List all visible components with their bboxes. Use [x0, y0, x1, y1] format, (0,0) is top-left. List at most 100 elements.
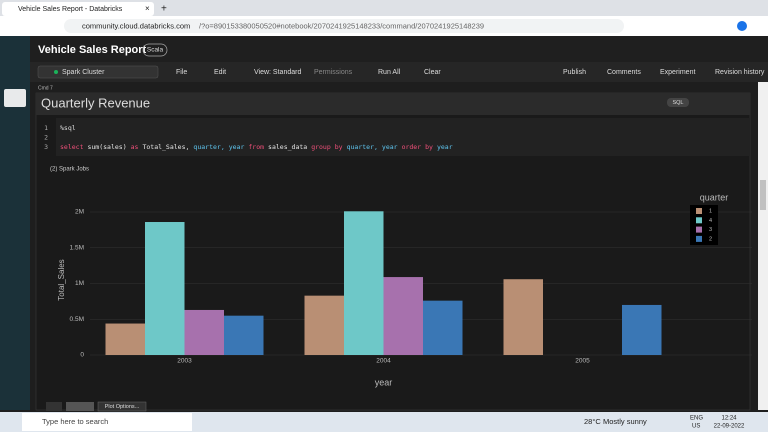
cluster-select[interactable]: [37, 65, 159, 79]
table-button[interactable]: [46, 402, 62, 411]
code-token: year: [382, 143, 398, 151]
cell-label: Cmd 7: [38, 85, 53, 91]
y-tick-label: 0.5M: [70, 316, 84, 323]
cell-lang: SQL: [672, 100, 683, 106]
weather: Mostly sunny: [603, 417, 647, 426]
scrollbar[interactable]: [758, 82, 768, 410]
profile[interactable]: [737, 21, 747, 31]
line-number: 3: [44, 143, 48, 151]
tab-strip: [0, 0, 768, 16]
code-token: by: [335, 143, 343, 151]
line-number: 2: [44, 134, 48, 142]
code-token: quarter,: [347, 143, 378, 151]
bar: [224, 315, 264, 355]
code-token: select: [60, 143, 84, 151]
y-axis-title: Total_Sales: [57, 259, 66, 300]
line-number: 1: [44, 124, 48, 132]
code-token: year: [437, 143, 453, 151]
search: Type here to search: [42, 417, 108, 426]
action-item[interactable]: Experiment: [660, 69, 695, 76]
menu-item[interactable]: Edit: [214, 69, 226, 76]
menu-item[interactable]: View: Standard: [254, 69, 301, 76]
address-bar[interactable]: [64, 19, 624, 33]
menu-item[interactable]: Permissions: [314, 69, 353, 76]
code-token: year: [229, 143, 245, 151]
time: 12:24: [721, 416, 737, 422]
spark-jobs[interactable]: (2) Spark Jobs: [50, 167, 89, 173]
code-editor[interactable]: [56, 118, 750, 156]
cell-title: Quarterly Revenue: [41, 95, 150, 110]
y-tick-label: 0: [80, 352, 84, 359]
tab-close[interactable]: ×: [145, 4, 150, 13]
legend-label[interactable]: 1: [709, 208, 712, 214]
menu-item[interactable]: Clear: [424, 69, 441, 76]
bar: [145, 222, 185, 355]
bar: [503, 279, 543, 355]
scroll-thumb[interactable]: [760, 180, 766, 210]
y-tick-label: 2M: [75, 209, 84, 216]
bar: [423, 300, 463, 355]
app-header: [0, 36, 768, 62]
region: US: [692, 424, 700, 430]
temperature: 28°C: [584, 417, 601, 426]
tab-title: Vehicle Sales Report - Databricks: [18, 6, 123, 13]
code-token: sales_data: [268, 143, 307, 151]
y-tick-label: 1.5M: [70, 244, 84, 251]
legend-label[interactable]: 3: [709, 227, 712, 233]
cluster-status: [54, 70, 58, 74]
date: 22-09-2022: [714, 424, 745, 430]
menu-item[interactable]: Run All: [378, 69, 401, 76]
tab[interactable]: [2, 2, 154, 16]
x-tick-label: 2005: [575, 358, 590, 365]
code-token: from: [248, 143, 264, 151]
legend-title: quarter: [700, 192, 729, 202]
x-tick-label: 2003: [177, 358, 192, 365]
code-token: quarter,: [193, 143, 224, 151]
chart-button[interactable]: [66, 402, 94, 411]
notebook-title: Vehicle Sales Report: [38, 44, 147, 56]
bar: [622, 304, 662, 355]
lang: ENG: [690, 416, 703, 422]
action-item[interactable]: Revision history: [715, 69, 765, 76]
menu: File Edit View: Standard Permissions Run All…: [176, 69, 765, 76]
code-token: Total_Sales,: [142, 143, 189, 151]
bar: [304, 295, 344, 355]
plot-options: Plot Options...: [105, 404, 140, 410]
toolbar: [30, 62, 768, 82]
bar: [105, 323, 145, 355]
url-path: /?o=890153380050520#notebook/20702419251…: [199, 21, 484, 30]
code-token: order: [402, 143, 422, 151]
chart: 0 0.5M 1M 1.5M 2M 2003 2004 2005 year Total_Sales…: [57, 192, 752, 387]
code-token: sum(sales): [87, 143, 126, 151]
legend-swatch: [696, 217, 702, 224]
language-badge[interactable]: [142, 43, 168, 57]
action-item[interactable]: Publish: [563, 69, 586, 76]
legend-label[interactable]: 2: [709, 236, 712, 242]
code-token: as: [131, 143, 139, 151]
new-tab[interactable]: +: [161, 4, 167, 15]
cluster-name: Spark Cluster: [62, 69, 105, 76]
sidebar-create[interactable]: [4, 89, 26, 107]
cell-title-bar: [36, 93, 750, 115]
plot-options-button[interactable]: [97, 401, 147, 412]
search-box[interactable]: [22, 413, 192, 431]
x-tick-label: 2004: [376, 358, 391, 365]
legend-swatch: [696, 226, 702, 233]
legend-box: [690, 205, 718, 245]
y-tick-label: 1M: [75, 280, 84, 287]
bar: [383, 277, 423, 355]
cell-lang-badge[interactable]: [667, 98, 689, 107]
code-token: by: [425, 143, 433, 151]
menu-item[interactable]: File: [176, 69, 187, 76]
code-token: group: [311, 143, 331, 151]
legend-label[interactable]: 4: [709, 218, 712, 224]
legend-swatch: [696, 235, 702, 242]
action-item[interactable]: Comments: [607, 69, 641, 76]
language: Scala: [147, 47, 164, 54]
url-host: community.cloud.databricks.com: [82, 21, 190, 30]
bar: [344, 211, 384, 355]
code: 1 23 %sql select sum(sales) as Total_Sales, qua…: [44, 124, 453, 151]
